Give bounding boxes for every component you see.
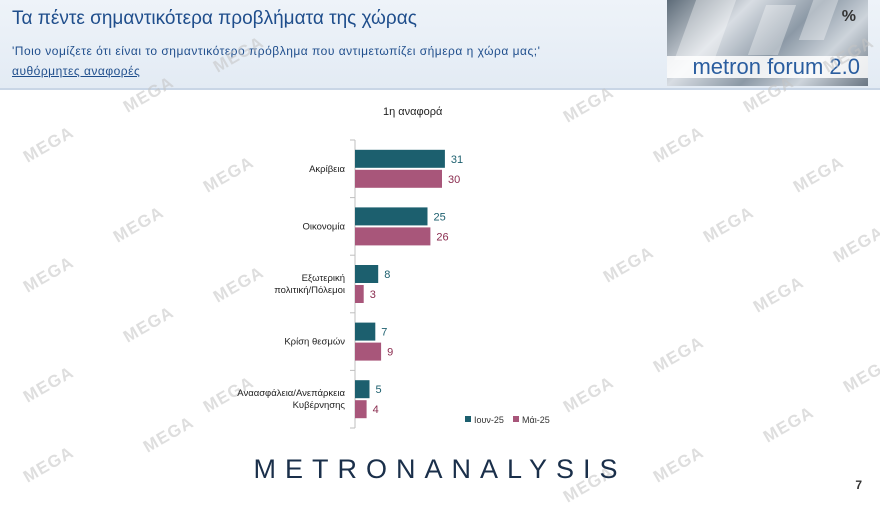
category-label: Ακρίβεια — [309, 164, 345, 175]
legend-swatch — [513, 416, 519, 422]
page-number: 7 — [855, 478, 862, 492]
data-label: 26 — [436, 231, 448, 243]
bar-may25 — [355, 400, 367, 418]
bar-may25 — [355, 285, 364, 303]
data-label: 5 — [376, 384, 382, 396]
legend-label: Ιουν-25 — [474, 415, 504, 425]
data-label: 30 — [448, 174, 460, 186]
data-label: 9 — [387, 347, 393, 359]
data-label: 7 — [381, 327, 387, 339]
category-label: Αναασφάλεια/Ανεπάρκεια — [237, 388, 345, 399]
data-label: 4 — [373, 404, 379, 416]
legend-label: Μάι-25 — [522, 415, 550, 425]
bar-jun25 — [355, 207, 428, 225]
category-label: πολιτική/Πόλεμοι — [274, 285, 345, 296]
bar-jun25 — [355, 150, 445, 168]
bar-may25 — [355, 170, 442, 188]
data-label: 31 — [451, 154, 463, 166]
bar-may25 — [355, 343, 381, 361]
data-label: 3 — [370, 289, 376, 301]
bar-jun25 — [355, 323, 375, 341]
bar-may25 — [355, 227, 430, 245]
category-label: Εξωτερική — [302, 273, 345, 284]
bar-jun25 — [355, 380, 370, 398]
category-label: Οικονομία — [302, 221, 345, 232]
category-label: Κυβέρνησης — [293, 400, 346, 411]
data-label: 25 — [434, 211, 446, 223]
bar-jun25 — [355, 265, 378, 283]
bar-chart: Ακρίβεια 31 30 Οικονομία 25 26 Εξωτερικήπολιτι… — [0, 0, 880, 495]
footer-logo: METRONANALYSIS — [0, 454, 880, 485]
category-label: Κρίση θεσμών — [284, 337, 345, 348]
data-label: 8 — [384, 269, 390, 281]
legend-swatch — [465, 416, 471, 422]
